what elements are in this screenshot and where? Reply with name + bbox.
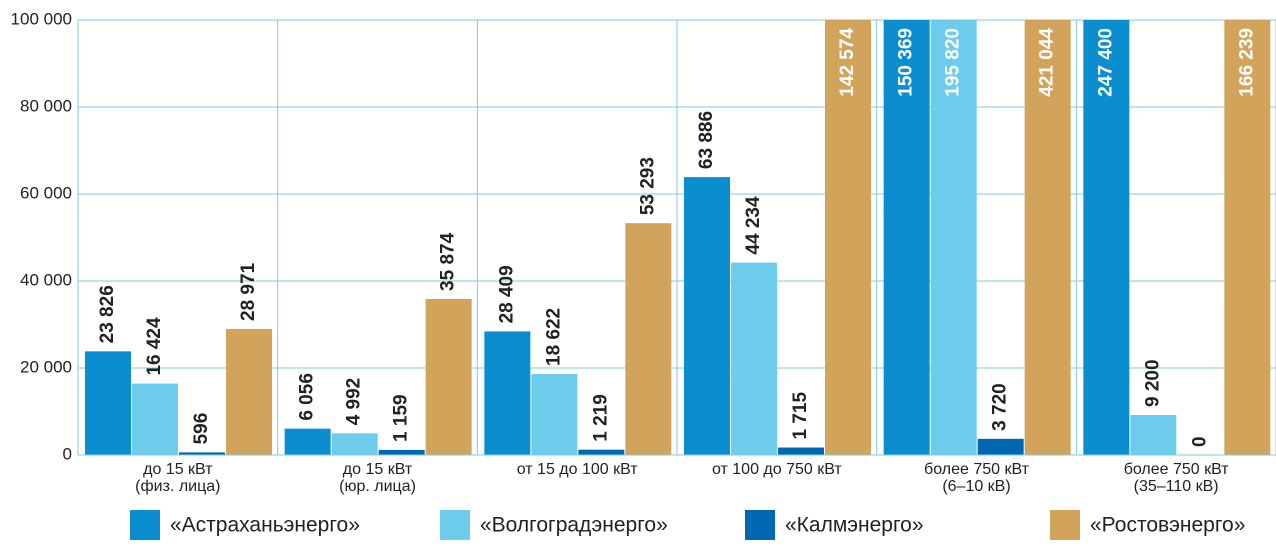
- bar: [331, 433, 378, 455]
- legend-label: «Астраханьэнерго»: [170, 514, 360, 537]
- bar: [684, 177, 730, 456]
- legend-swatch: [1050, 510, 1080, 540]
- value-label: 28 409: [496, 265, 517, 323]
- value-label: 9 200: [1142, 359, 1163, 407]
- y-tick-label: 40 000: [20, 270, 72, 289]
- value-label: 247 400: [1095, 28, 1116, 97]
- bar: [425, 298, 472, 455]
- bar: [1083, 20, 1130, 455]
- legend-swatch: [440, 510, 470, 540]
- value-label: 142 574: [837, 28, 858, 97]
- bar: [825, 20, 871, 455]
- legend-label: «Ростовэнерго»: [1090, 514, 1245, 537]
- bar: [179, 452, 225, 455]
- value-label: 16 424: [144, 317, 165, 376]
- bar: [531, 373, 578, 455]
- value-label: 150 369: [896, 28, 917, 97]
- bar: [1224, 20, 1271, 455]
- value-label: 6 056: [297, 373, 318, 421]
- bar: [883, 20, 930, 456]
- bar: [731, 262, 777, 455]
- bar: [578, 449, 625, 455]
- bar: [226, 328, 272, 455]
- value-label: 1 715: [790, 392, 811, 440]
- y-tick-label: 60 000: [20, 183, 72, 202]
- value-label: 3 720: [990, 383, 1011, 431]
- y-tick-label: 0: [63, 444, 72, 463]
- legend-swatch: [745, 510, 775, 540]
- value-label: 195 820: [943, 28, 964, 97]
- bar: [484, 331, 531, 455]
- y-tick-label: 80 000: [20, 96, 72, 115]
- value-label: 1 219: [590, 394, 611, 442]
- value-label: 35 874: [438, 232, 459, 291]
- value-label: 0: [1189, 436, 1210, 447]
- y-tick-label: 20 000: [20, 357, 72, 376]
- bar: [378, 449, 425, 455]
- x-tick-label: от 15 до 100 кВт: [516, 461, 638, 478]
- value-label: 421 044: [1037, 28, 1058, 97]
- bar: [1024, 20, 1071, 455]
- legend-label: «Калмэнерго»: [785, 514, 924, 537]
- value-label: 166 239: [1236, 28, 1257, 97]
- x-tick-label: до 15 кВт (физ. лица): [135, 461, 221, 495]
- value-label: 28 971: [238, 262, 259, 321]
- legend-label: «Волгоградэнерго»: [480, 514, 668, 537]
- bar: [1130, 414, 1177, 455]
- bars: [85, 20, 1271, 456]
- value-label: 63 886: [696, 111, 717, 169]
- value-label: 23 826: [97, 285, 118, 343]
- value-label: 596: [191, 413, 212, 445]
- bar: [132, 383, 178, 455]
- x-tick-label: более 750 кВт (6–10 кВ): [924, 461, 1029, 495]
- value-label: 53 293: [637, 157, 658, 215]
- x-tick-label: более 750 кВт (35–110 кВ): [1123, 461, 1229, 495]
- value-label: 18 622: [543, 308, 564, 366]
- bar: [977, 438, 1024, 455]
- value-label: 1 159: [391, 394, 412, 442]
- bar: [284, 428, 331, 455]
- bar: [625, 223, 672, 455]
- x-tick-label: от 100 до 750 кВт: [711, 461, 842, 478]
- bar: [930, 20, 977, 456]
- x-tick-label: до 15 кВт (юр. лица): [339, 461, 416, 495]
- legend-swatch: [130, 510, 160, 540]
- value-label: 44 234: [743, 196, 764, 255]
- y-tick-label: 100 000: [11, 9, 72, 28]
- value-label: 4 992: [344, 378, 365, 426]
- bar: [85, 351, 131, 455]
- bar: [778, 447, 824, 455]
